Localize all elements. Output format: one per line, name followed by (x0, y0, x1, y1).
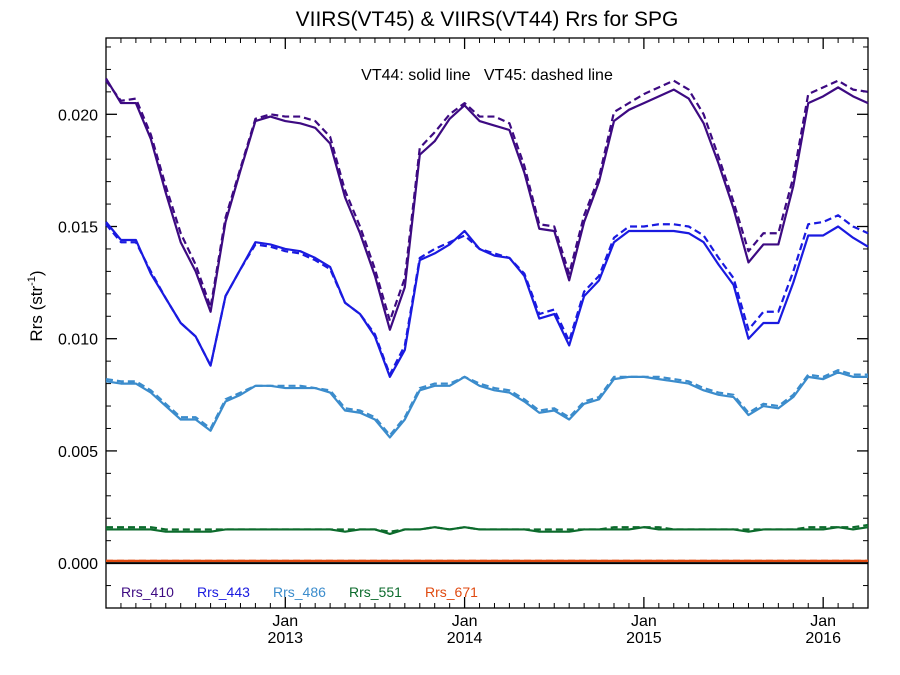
legend-entry: Rrs_486 (273, 584, 326, 600)
legend-entry: Rrs_410 (121, 584, 174, 600)
plot-area-frame (105, 37, 869, 609)
series-line-rrs-551-vt45 (106, 523, 869, 533)
x-tick-label-month: Jan (272, 613, 298, 630)
series-line-rrs-486-vt44 (105, 371, 868, 439)
x-tick-label-month: Jan (810, 613, 836, 630)
series-layer (105, 77, 869, 562)
line-style-annotation: VT44: solid line VT45: dashed line (361, 67, 613, 84)
series-line-rrs-410-vt44 (105, 77, 869, 331)
series-line-rrs-410-vt45 (105, 79, 869, 322)
y-axis-label-sup: -1 (26, 276, 38, 286)
x-tick-label-month: Jan (452, 613, 478, 630)
x-tick-label-year: 2015 (626, 630, 662, 647)
x-tick-label-year: 2014 (447, 630, 483, 647)
y-tick-label: 0.010 (58, 332, 98, 349)
legend-entry: Rrs_551 (349, 584, 402, 600)
y-axis-label: Rrs (str-1) (26, 270, 46, 341)
axis-frame (105, 37, 869, 609)
y-tick-label: 0.005 (58, 444, 98, 461)
series-line-rrs-443-vt45 (105, 214, 869, 376)
y-axis-ticks: 0.000 0.005 0.010 0.015 0.020 (58, 107, 868, 573)
chart-title: VIIRS(VT45) & VIIRS(VT44) Rrs for SPG (296, 8, 679, 31)
y-axis-label-main: Rrs (str (27, 286, 46, 342)
y-axis-label-close: ) (27, 270, 46, 276)
x-tick-label-year: 2013 (267, 630, 303, 647)
minor-ticks (105, 38, 869, 609)
y-tick-label: 0.020 (58, 107, 98, 124)
x-tick-label-month: Jan (631, 613, 657, 630)
series-line-rrs-486-vt45 (105, 369, 868, 437)
legend-entry: Rrs_671 (425, 584, 478, 600)
x-tick-label-year: 2016 (805, 630, 841, 647)
y-tick-label: 0.015 (58, 220, 98, 237)
legend-entry: Rrs_443 (197, 584, 250, 600)
legend: Rrs_410 Rrs_443 Rrs_486 Rrs_551 Rrs_671 (121, 584, 478, 600)
y-tick-label: 0.000 (58, 556, 98, 573)
series-line-rrs-551-vt44 (106, 526, 869, 536)
